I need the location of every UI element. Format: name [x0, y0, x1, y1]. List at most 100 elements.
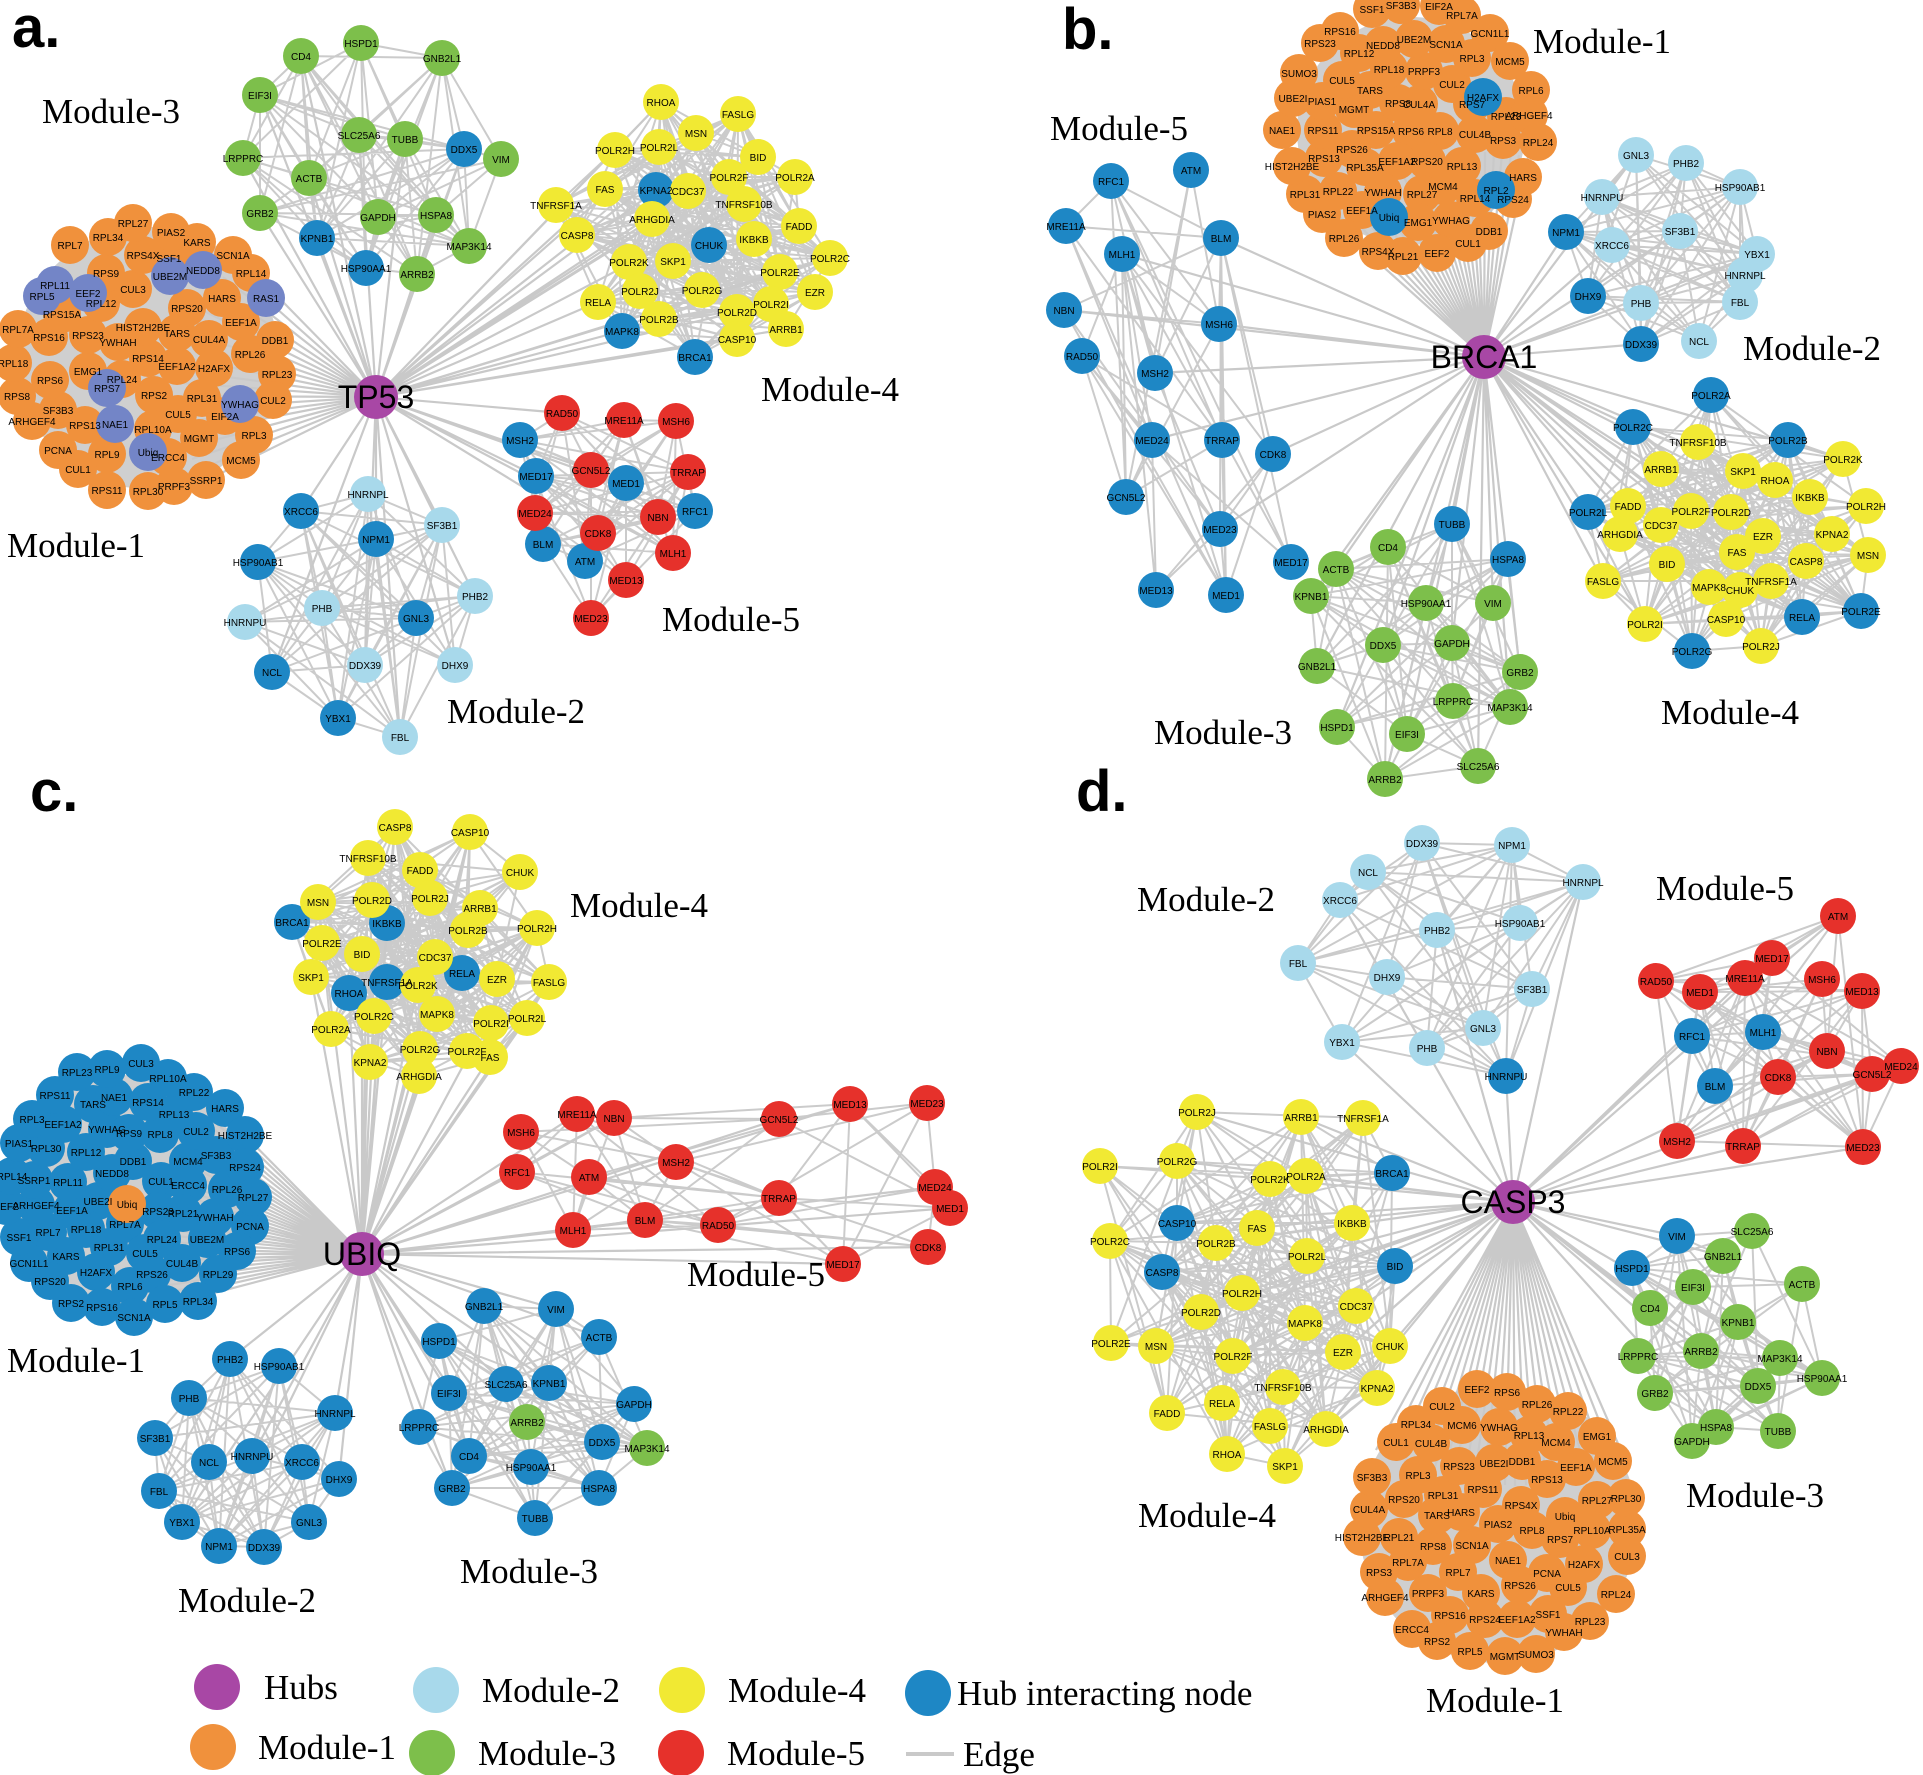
svg-text:SF3B3: SF3B3	[1357, 1473, 1388, 1484]
svg-text:FADD: FADD	[407, 866, 434, 877]
svg-text:POLR2A: POLR2A	[775, 173, 815, 184]
svg-text:ARRB1: ARRB1	[1644, 465, 1678, 476]
svg-text:ARRB2: ARRB2	[510, 1418, 544, 1429]
svg-text:RELA: RELA	[449, 969, 475, 980]
svg-text:ATM: ATM	[1181, 166, 1201, 177]
svg-text:Module-3: Module-3	[1154, 713, 1292, 752]
svg-text:EZR: EZR	[487, 975, 507, 986]
svg-text:RPL11: RPL11	[53, 1178, 83, 1189]
svg-text:MSH6: MSH6	[507, 1128, 535, 1139]
svg-text:GNB2L1: GNB2L1	[1704, 1252, 1743, 1263]
svg-text:RPL7: RPL7	[1445, 1568, 1470, 1579]
svg-text:ARHGEF4: ARHGEF4	[8, 417, 56, 428]
svg-text:CUL5: CUL5	[1555, 1583, 1581, 1594]
svg-text:PCNA: PCNA	[236, 1222, 264, 1233]
svg-text:SF3B3: SF3B3	[201, 1151, 232, 1162]
svg-text:EZR: EZR	[805, 288, 825, 299]
svg-text:SLC25A6: SLC25A6	[485, 1380, 528, 1391]
svg-text:NEDD8: NEDD8	[95, 1169, 129, 1180]
svg-text:SLC25A6: SLC25A6	[338, 131, 381, 142]
svg-text:POLR2G: POLR2G	[1672, 647, 1713, 658]
svg-text:MGMT: MGMT	[184, 434, 215, 445]
svg-text:TUBB: TUBB	[522, 1514, 549, 1525]
svg-text:ACTB: ACTB	[1323, 565, 1350, 576]
svg-text:GCN5L2: GCN5L2	[572, 466, 611, 477]
svg-text:DDB1: DDB1	[1476, 227, 1503, 238]
svg-text:b.: b.	[1062, 0, 1114, 62]
svg-text:IKBKB: IKBKB	[372, 919, 402, 930]
svg-text:KPNA2: KPNA2	[640, 186, 673, 197]
svg-text:ARRB2: ARRB2	[1684, 1347, 1718, 1358]
svg-text:SCN1A: SCN1A	[117, 1313, 151, 1324]
svg-text:MED1: MED1	[1212, 591, 1240, 602]
svg-text:PCNA: PCNA	[44, 446, 72, 457]
svg-text:SF3B3: SF3B3	[43, 406, 74, 417]
svg-text:FBL: FBL	[150, 1487, 169, 1498]
svg-text:CD4: CD4	[459, 1452, 479, 1463]
svg-text:HSP90AB1: HSP90AB1	[1495, 919, 1546, 930]
svg-text:POLR2J: POLR2J	[411, 894, 449, 905]
svg-text:GRB2: GRB2	[438, 1484, 466, 1495]
svg-text:RPL34: RPL34	[1401, 1420, 1432, 1431]
svg-text:RPL12: RPL12	[1344, 49, 1375, 60]
svg-text:FASLG: FASLG	[722, 110, 754, 121]
svg-text:RPS4X: RPS4X	[127, 251, 160, 262]
svg-text:Module-5: Module-5	[727, 1734, 865, 1773]
svg-text:Hubs: Hubs	[264, 1668, 338, 1707]
svg-text:RPS20: RPS20	[34, 1277, 66, 1288]
svg-text:MED1: MED1	[936, 1204, 964, 1215]
svg-text:RPL5: RPL5	[29, 292, 54, 303]
svg-text:RPS15A: RPS15A	[43, 310, 82, 321]
svg-text:RPL5: RPL5	[152, 1300, 177, 1311]
svg-text:YBX1: YBX1	[169, 1518, 195, 1529]
svg-text:RELA: RELA	[1209, 1399, 1235, 1410]
svg-text:IKBKB: IKBKB	[1337, 1219, 1367, 1230]
svg-text:RPL7A: RPL7A	[1446, 11, 1478, 22]
svg-text:SF3B1: SF3B1	[1517, 985, 1548, 996]
svg-text:POLR2C: POLR2C	[1090, 1237, 1130, 1248]
svg-text:PRPF3: PRPF3	[1408, 67, 1441, 78]
svg-text:CUL1: CUL1	[148, 1177, 174, 1188]
svg-text:HARS: HARS	[211, 1104, 239, 1115]
svg-text:EIF3I: EIF3I	[248, 91, 272, 102]
svg-text:RPS4X: RPS4X	[1505, 1501, 1538, 1512]
svg-text:FAS: FAS	[481, 1053, 500, 1064]
svg-text:Ubiq: Ubiq	[138, 448, 159, 459]
svg-text:RPL24: RPL24	[147, 1235, 178, 1246]
svg-text:CASP10: CASP10	[1158, 1219, 1197, 1230]
svg-text:GCN5L2: GCN5L2	[760, 1115, 799, 1126]
svg-text:MED1: MED1	[1686, 988, 1714, 999]
svg-text:EEF1A: EEF1A	[1346, 206, 1378, 217]
svg-text:YWHAH: YWHAH	[1545, 1628, 1582, 1639]
svg-text:MSH6: MSH6	[1808, 975, 1836, 986]
svg-text:NEDD8: NEDD8	[186, 266, 220, 277]
svg-text:RPL3: RPL3	[1405, 1471, 1430, 1482]
svg-text:RPL27: RPL27	[1407, 190, 1438, 201]
svg-text:RHOA: RHOA	[335, 989, 364, 1000]
svg-text:POLR2B: POLR2B	[1196, 1239, 1236, 1250]
svg-text:CUL3: CUL3	[120, 285, 146, 296]
svg-text:RPS11: RPS11	[1308, 126, 1339, 137]
svg-text:LRPPRC: LRPPRC	[223, 154, 264, 165]
svg-text:SKP1: SKP1	[1730, 467, 1756, 478]
svg-text:VIM: VIM	[547, 1305, 565, 1316]
svg-text:POLR2H: POLR2H	[1222, 1289, 1262, 1300]
svg-text:BID: BID	[1659, 560, 1676, 571]
svg-text:RHOA: RHOA	[1761, 476, 1790, 487]
svg-text:FBL: FBL	[391, 733, 410, 744]
svg-text:ARHGDIA: ARHGDIA	[629, 215, 675, 226]
svg-text:POLR2L: POLR2L	[508, 1014, 547, 1025]
svg-text:BLM: BLM	[635, 1216, 656, 1227]
svg-text:MCM5: MCM5	[226, 456, 256, 467]
svg-text:H2AFX: H2AFX	[198, 364, 231, 375]
svg-text:POLR2D: POLR2D	[1181, 1308, 1221, 1319]
svg-text:RPS24: RPS24	[1469, 1615, 1501, 1626]
svg-text:RPL23: RPL23	[1575, 1617, 1606, 1628]
svg-text:MED23: MED23	[910, 1099, 944, 1110]
svg-text:RPS3: RPS3	[1490, 136, 1517, 147]
svg-text:EMG1: EMG1	[74, 367, 103, 378]
svg-text:RPL22: RPL22	[1553, 1407, 1584, 1418]
svg-text:ARHGDIA: ARHGDIA	[1303, 1425, 1349, 1436]
svg-text:CUL4B: CUL4B	[1415, 1439, 1448, 1450]
svg-text:GCN5L2: GCN5L2	[1107, 493, 1146, 504]
